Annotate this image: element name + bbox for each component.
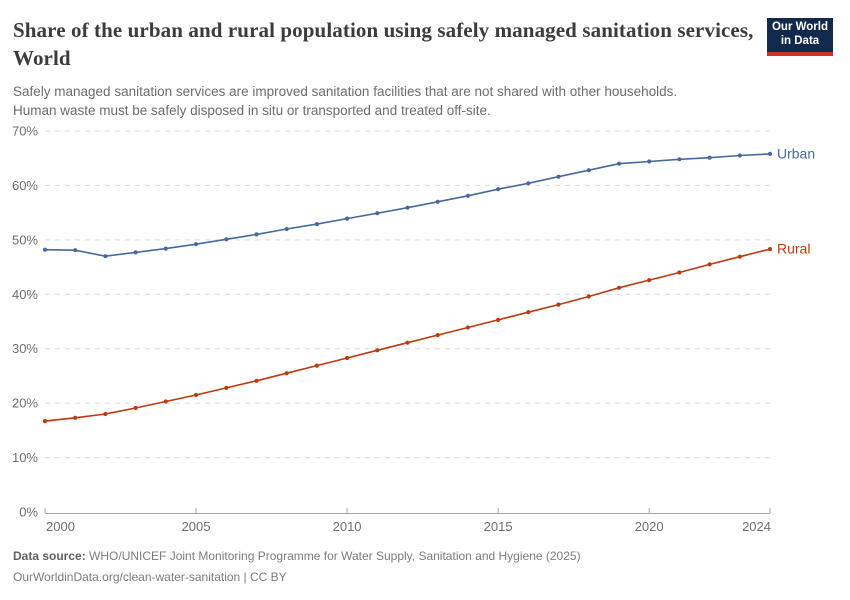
rural-point-2008: [284, 371, 289, 376]
urban-point-2010: [345, 216, 350, 221]
rural-point-2019: [616, 285, 622, 290]
rural-point-2023: [737, 254, 742, 259]
x-axis-label-2020: 2020: [635, 519, 664, 534]
urban-point-2002: [103, 254, 108, 259]
owid-logo-text-line2: in Data: [780, 34, 820, 47]
urban-series: Urban: [42, 145, 815, 259]
rural-point-2018: [586, 294, 591, 299]
x-axis-label-2005: 2005: [182, 519, 211, 534]
urban-point-2013: [435, 199, 440, 204]
urban-series-label: Urban: [777, 145, 815, 161]
urban-point-2003: [133, 250, 138, 255]
chart-subtitle-line: Human waste must be safely disposed in s…: [13, 103, 491, 118]
y-axis-label-60: 60%: [12, 178, 38, 193]
urban-point-2022: [707, 155, 712, 160]
rural-point-2005: [193, 392, 199, 398]
urban-point-2016: [526, 181, 531, 186]
data-source-text: WHO/UNICEF Joint Monitoring Programme fo…: [85, 549, 581, 563]
rural-point-2014: [465, 325, 470, 330]
urban-point-2005: [193, 242, 199, 247]
rural-series-label: Rural: [777, 241, 810, 257]
y-axis-label-50: 50%: [12, 232, 38, 247]
rural-point-2003: [133, 405, 138, 411]
urban-point-2023: [737, 153, 742, 158]
rural-point-2022: [707, 262, 712, 267]
chart-footer: Data source: WHO/UNICEF Joint Monitoring…: [13, 546, 813, 588]
x-axis-label-2024: 2024: [742, 519, 771, 534]
rural-line: [44, 248, 771, 422]
urban-point-2020: [647, 159, 652, 164]
chart-subtitle: Safely managed sanitation services are i…: [13, 82, 773, 120]
y-axis-label-40: 40%: [12, 287, 38, 302]
y-axis-label-20: 20%: [12, 396, 38, 411]
rural-series: Rural: [42, 241, 810, 424]
x-axis-label-2010: 2010: [333, 519, 362, 534]
rural-point-2002: [103, 411, 108, 417]
urban-point-2001: [73, 248, 78, 253]
data-source-label: Data source:: [13, 549, 86, 563]
urban-line: [44, 153, 771, 258]
x-axis-label-2000: 2000: [46, 519, 75, 534]
y-axis-label-10: 10%: [12, 450, 38, 465]
urban-point-2014: [465, 193, 470, 198]
rural-point-2016: [526, 310, 531, 315]
rural-point-2015: [496, 317, 501, 322]
urban-point-2000: [42, 247, 48, 252]
urban-point-2015: [496, 187, 501, 192]
urban-point-2012: [405, 205, 410, 210]
rural-point-2020: [647, 278, 652, 283]
y-axis-label-0: 0%: [19, 505, 38, 520]
rural-point-2009: [314, 363, 319, 368]
rural-point-2017: [556, 302, 561, 307]
rural-point-2007: [254, 378, 259, 383]
urban-point-2024: [767, 151, 773, 156]
owid-logo-text-line1: Our World: [771, 21, 828, 33]
rural-point-2021: [677, 270, 682, 275]
urban-point-2019: [616, 161, 622, 166]
chart-title: Share of the urban and rural population …: [13, 18, 754, 70]
urban-point-2008: [284, 226, 289, 232]
urban-point-2007: [254, 232, 259, 237]
urban-point-2018: [586, 168, 591, 173]
urban-point-2009: [314, 222, 319, 227]
rural-point-2006: [224, 385, 229, 390]
urban-point-2017: [556, 174, 561, 179]
y-axis-label-70: 70%: [12, 124, 38, 139]
owid-logo[interactable]: Our World in Data: [767, 18, 833, 56]
urban-point-2006: [224, 237, 229, 242]
rural-point-2024: [767, 247, 773, 252]
y-axis-label-30: 30%: [12, 341, 38, 356]
urban-point-2011: [375, 211, 380, 216]
x-axis-label-2015: 2015: [484, 519, 513, 534]
urban-point-2004: [163, 246, 168, 251]
urban-point-2021: [677, 157, 682, 162]
license-line: OurWorldinData.org/clean-water-sanitatio…: [13, 570, 287, 584]
data-source-line: Data source: WHO/UNICEF Joint Monitoring…: [13, 546, 813, 567]
rural-point-2000: [42, 419, 48, 424]
rural-point-2011: [375, 348, 380, 353]
rural-point-2004: [163, 399, 168, 404]
rural-point-2012: [405, 340, 410, 345]
rural-point-2001: [73, 415, 78, 420]
chart-header: Share of the urban and rural population …: [13, 16, 773, 120]
rural-point-2010: [345, 355, 350, 361]
chart-subtitle-line: Safely managed sanitation services are i…: [13, 84, 678, 99]
rural-point-2013: [435, 333, 440, 338]
